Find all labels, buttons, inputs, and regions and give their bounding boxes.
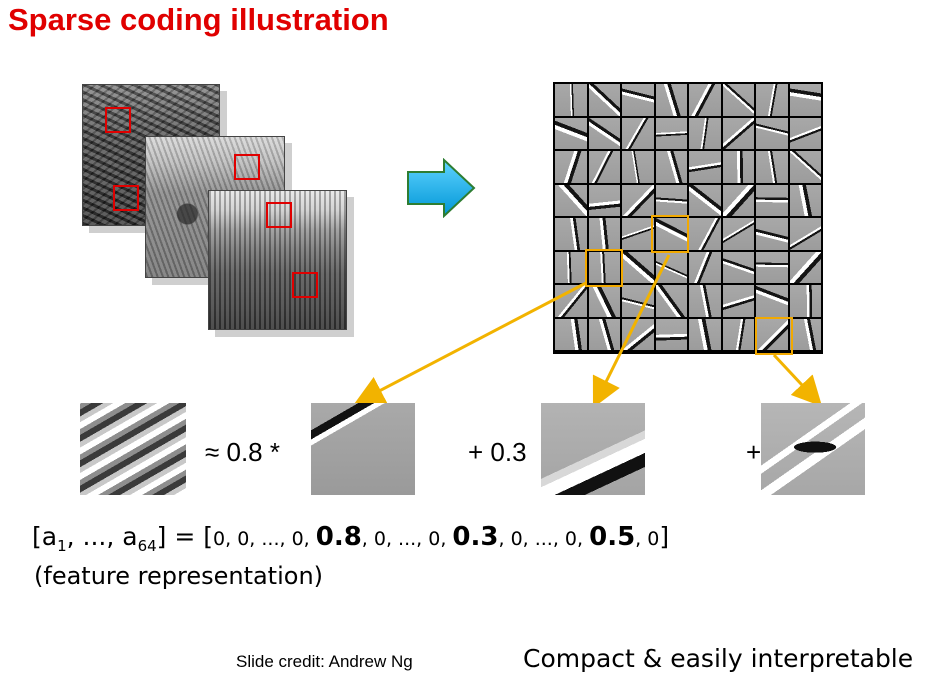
- basis-tile: [789, 117, 821, 149]
- basis-tile: [756, 251, 788, 283]
- input-patch: [80, 403, 186, 495]
- basis-tile: [756, 218, 788, 250]
- approx-term: ≈ 0.8 *: [205, 437, 280, 467]
- basis-tile: [689, 318, 721, 350]
- plus-term-1: + 0.3: [468, 437, 527, 467]
- selected-basis-box: [755, 317, 793, 355]
- basis-tile: [789, 285, 821, 317]
- basis-tile: [588, 84, 620, 116]
- vector-open: [a: [32, 522, 58, 551]
- basis-tile: [689, 117, 721, 149]
- basis-tile: [722, 151, 754, 183]
- basis-tile: [689, 84, 721, 116]
- basis-tile: [588, 117, 620, 149]
- feature-vector: [a1, ..., a64] = [0, 0, ..., 0, 0.8, 0, …: [32, 522, 669, 555]
- zeros-4: , 0: [635, 528, 660, 550]
- basis-tile: [756, 285, 788, 317]
- slide-title: Sparse coding illustration: [8, 2, 389, 37]
- image-patch-box: [105, 107, 131, 133]
- basis-tile: [655, 218, 687, 250]
- basis-tile: [689, 151, 721, 183]
- basis-tile: [689, 251, 721, 283]
- basis-tile: [789, 151, 821, 183]
- vector-close: ]: [659, 522, 670, 551]
- basis-tile: [756, 318, 788, 350]
- basis-tile: [789, 251, 821, 283]
- basis-patch-3: [761, 403, 865, 495]
- image-patch-box: [234, 154, 260, 180]
- basis-tile: [756, 151, 788, 183]
- image-patch-box: [266, 202, 292, 228]
- basis-tile: [722, 117, 754, 149]
- basis-tile: [588, 151, 620, 183]
- selected-basis-box: [651, 215, 689, 253]
- subscript-first: 1: [57, 537, 67, 555]
- basis-tile: [722, 318, 754, 350]
- basis-tile: [756, 117, 788, 149]
- basis-tile: [555, 285, 587, 317]
- basis-tile: [689, 184, 721, 216]
- basis-tile: [622, 151, 654, 183]
- image-patch-box: [113, 185, 139, 211]
- basis-tile: [756, 84, 788, 116]
- basis-tile: [655, 251, 687, 283]
- basis-tile: [789, 184, 821, 216]
- coefficient-2: 0.3: [452, 522, 499, 552]
- summary-text: Compact & easily interpretable: [523, 644, 914, 673]
- basis-tile: [655, 84, 687, 116]
- basis-tile: [555, 318, 587, 350]
- basis-tile: [588, 184, 620, 216]
- basis-tile: [588, 218, 620, 250]
- basis-tile: [722, 285, 754, 317]
- basis-tile: [622, 285, 654, 317]
- natural-image-3: [208, 190, 347, 330]
- basis-tile: [722, 184, 754, 216]
- basis-tile: [655, 151, 687, 183]
- basis-tile: [622, 84, 654, 116]
- connector-arrow: [772, 353, 823, 407]
- zeros-3: , 0, ..., 0,: [498, 528, 590, 550]
- basis-tile: [655, 184, 687, 216]
- selected-basis-box: [585, 249, 623, 287]
- basis-tile: [555, 117, 587, 149]
- basis-tile: [655, 318, 687, 350]
- basis-tile: [622, 117, 654, 149]
- basis-tile: [555, 251, 587, 283]
- zeros-1: 0, 0, ..., 0,: [213, 528, 316, 550]
- feature-label: (feature representation): [34, 562, 324, 590]
- basis-tile: [588, 318, 620, 350]
- basis-tile: [655, 117, 687, 149]
- coefficient-3: 0.5: [589, 522, 636, 552]
- zeros-2: , 0, ..., 0,: [361, 528, 453, 550]
- basis-tile: [555, 84, 587, 116]
- basis-tile: [689, 285, 721, 317]
- basis-tile: [655, 285, 687, 317]
- basis-tile: [588, 285, 620, 317]
- basis-tile: [622, 318, 654, 350]
- basis-tile: [722, 84, 754, 116]
- basis-tile: [722, 251, 754, 283]
- vector-ellipsis: , ..., a: [66, 522, 138, 551]
- subscript-last: 64: [137, 537, 157, 555]
- plus-term-2: +: [746, 437, 762, 467]
- basis-tile: [622, 218, 654, 250]
- coefficient-1: 0.8: [315, 522, 362, 552]
- basis-tile: [789, 218, 821, 250]
- basis-tile: [789, 318, 821, 350]
- image-patch-box: [292, 272, 318, 298]
- basis-tile: [789, 84, 821, 116]
- basis-patch-2: [541, 403, 645, 495]
- right-arrow-icon: [407, 158, 476, 218]
- basis-tile: [722, 218, 754, 250]
- vector-equals: ] = [: [156, 522, 214, 551]
- basis-tile: [622, 251, 654, 283]
- basis-patch-1: [311, 403, 415, 495]
- basis-tile: [756, 184, 788, 216]
- basis-tile: [555, 151, 587, 183]
- basis-tile: [622, 184, 654, 216]
- slide-credit: Slide credit: Andrew Ng: [236, 652, 413, 671]
- basis-tile: [555, 184, 587, 216]
- basis-tile: [555, 218, 587, 250]
- basis-tile: [689, 218, 721, 250]
